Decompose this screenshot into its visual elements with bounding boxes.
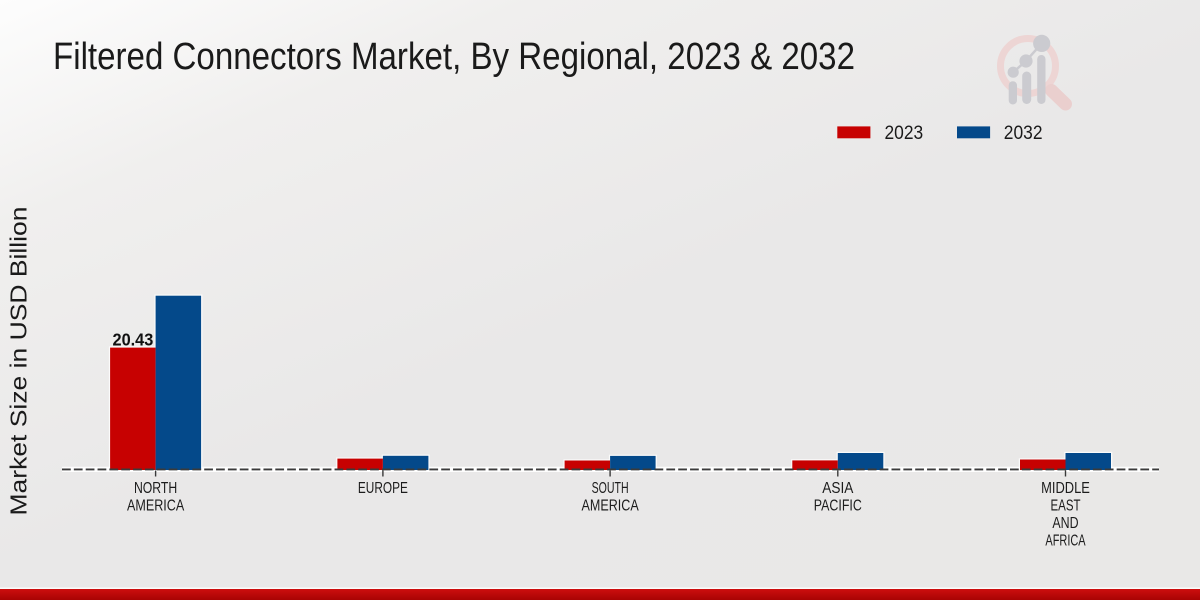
svg-text:AND: AND [1052,515,1078,532]
svg-text:2023: 2023 [885,123,924,144]
svg-text:AMERICA: AMERICA [127,498,185,515]
svg-text:SOUTH: SOUTH [592,480,629,497]
svg-text:20.43: 20.43 [113,329,154,349]
svg-text:2032: 2032 [1004,123,1043,144]
svg-text:EAST: EAST [1051,498,1081,515]
svg-text:MIDDLE: MIDDLE [1041,480,1090,497]
svg-text:ASIA: ASIA [822,480,854,497]
svg-text:EUROPE: EUROPE [358,480,408,497]
svg-text:AMERICA: AMERICA [582,498,640,515]
svg-text:AFRICA: AFRICA [1045,533,1086,550]
svg-text:Filtered Connectors Market, By: Filtered Connectors Market, By Regional,… [53,36,855,78]
svg-text:Market Size in USD Billion: Market Size in USD Billion [6,207,32,516]
svg-text:NORTH: NORTH [134,480,177,497]
svg-text:PACIFIC: PACIFIC [814,498,862,515]
